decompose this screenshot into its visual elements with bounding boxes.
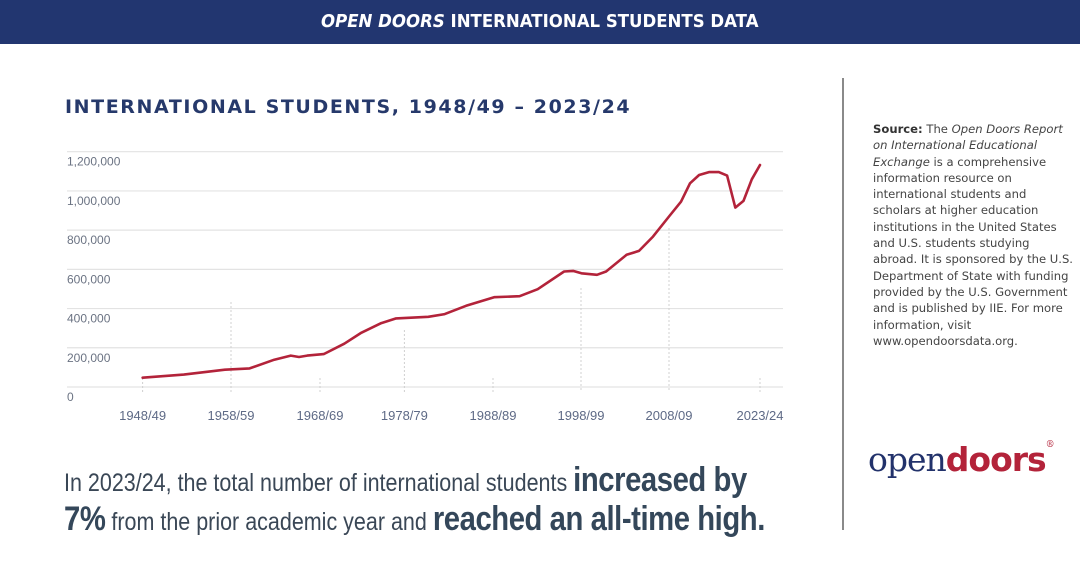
source-label: Source: [873, 122, 923, 136]
tick-guides [142, 228, 761, 392]
source-text-rest: is a comprehensive information resource … [873, 154, 1073, 348]
x-tick-label: 1978/79 [381, 408, 428, 423]
x-tick-label: 1998/99 [558, 408, 605, 423]
y-tick-label: 1,000,000 [67, 194, 121, 208]
chart-title: INTERNATIONAL STUDENTS, 1948/49 – 2023/2… [65, 96, 632, 118]
logo-open: open [868, 440, 947, 479]
summary-bold1: increased by [573, 461, 747, 499]
y-tick-label: 800,000 [67, 233, 111, 247]
logo-registered-mark: ® [1045, 440, 1055, 450]
x-tick-label: 1948/49 [119, 408, 166, 423]
y-tick-label: 0 [67, 390, 74, 404]
x-tick-label: 1958/59 [208, 408, 255, 423]
summary-part2: from the prior academic year and [105, 508, 433, 536]
summary-bold2: 7% [64, 500, 106, 538]
x-axis: 1948/49 1958/59 1968/69 1978/79 1988/89 1998/… [119, 408, 783, 423]
summary-text: In 2023/24, the total number of internat… [64, 462, 765, 540]
source-text: The [922, 122, 952, 136]
y-tick-label: 1,200,000 [67, 155, 121, 169]
summary-part1: In 2023/24, the total number of internat… [64, 469, 574, 497]
header-bar [0, 0, 1080, 44]
x-tick-label: 2023/24 [737, 408, 784, 423]
divider [842, 78, 844, 530]
header-title: OPEN DOORS INTERNATIONAL STUDENTS DATA [0, 0, 1080, 44]
header-title-rest: INTERNATIONAL STUDENTS DATA [444, 11, 759, 32]
y-tick-label: 200,000 [67, 351, 111, 365]
y-axis: 0 200,000 400,000 600,000 800,000 1,000,000 1,… [67, 155, 121, 404]
series-line [141, 163, 762, 379]
line-chart: 0 200,000 400,000 600,000 800,000 1,000,000 1,… [67, 151, 784, 423]
x-tick-label: 2008/09 [646, 408, 693, 423]
source-report-title: Open Doors Report on International Educa… [873, 122, 1063, 169]
opendoors-logo: opendoors® [868, 440, 1055, 479]
y-tick-label: 400,000 [67, 312, 111, 326]
source-note: Source: The Open Doors Report on Interna… [873, 121, 1073, 349]
header-title-italic: OPEN DOORS [321, 11, 445, 32]
gridlines [67, 151, 783, 388]
logo-doors: doors [945, 440, 1047, 479]
summary-bold3: reached an all-time high. [432, 500, 766, 538]
y-tick-label: 600,000 [67, 272, 111, 286]
x-tick-label: 1968/69 [297, 408, 344, 423]
x-tick-label: 1988/89 [470, 408, 517, 423]
